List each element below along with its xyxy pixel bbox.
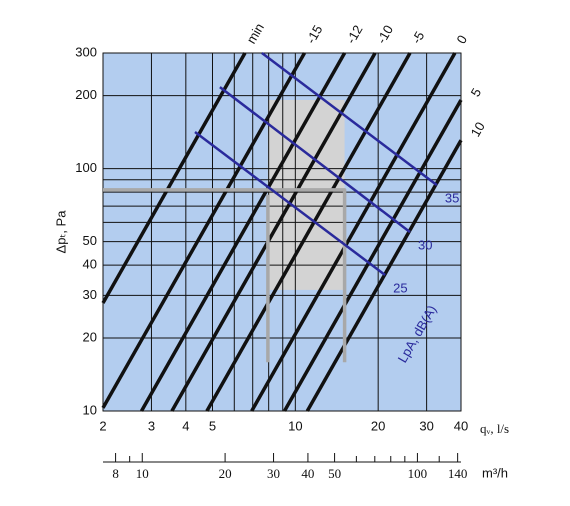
x2-tick-label: 50 <box>328 466 341 481</box>
series-label: -10 <box>374 22 396 46</box>
y-tick-label: 100 <box>75 160 97 175</box>
x-tick-label: 4 <box>182 418 189 433</box>
series-label: 25 <box>393 280 407 295</box>
y-tick-label: 10 <box>83 402 97 417</box>
series-line <box>103 188 347 363</box>
x2-tick-label: 30 <box>267 466 280 481</box>
series-line <box>261 52 438 187</box>
x-tick-label: 20 <box>371 418 385 433</box>
y-tick-label: 20 <box>83 329 97 344</box>
series-line <box>101 52 247 304</box>
series-label: 35 <box>445 191 459 206</box>
x2-tick-label: 20 <box>219 466 232 481</box>
y-axis-label: Δpₜ, Pa <box>53 210 68 254</box>
x-axis-label: qᵥ, l/s <box>480 421 509 436</box>
series-line <box>101 52 307 409</box>
x-tick-label: 2 <box>99 418 106 433</box>
series-line <box>282 99 463 412</box>
series-line <box>219 86 411 234</box>
series-label: -15 <box>303 22 325 46</box>
series-label: -5 <box>409 29 428 47</box>
x-tick-label: 40 <box>454 418 468 433</box>
series-label: 30 <box>418 238 432 253</box>
x2-tick-label: 100 <box>408 466 428 481</box>
y-tick-label: 30 <box>83 287 97 302</box>
y-tick-label: 200 <box>75 87 97 102</box>
series-label: 5 <box>468 85 485 99</box>
series-line <box>250 52 457 412</box>
x2-axis-label: m³/h <box>482 465 508 480</box>
x-tick-label: 10 <box>288 418 302 433</box>
x2-tick-label: 10 <box>136 466 149 481</box>
x2-tick-label: 40 <box>301 466 314 481</box>
series-label: 10 <box>468 119 488 139</box>
x2-tick-label: 140 <box>448 466 468 481</box>
y-tick-label: 300 <box>75 44 97 59</box>
x-tick-label: 5 <box>209 418 216 433</box>
x-tick-label: 3 <box>148 418 155 433</box>
y-tick-label: 50 <box>83 233 97 248</box>
series-label: 0 <box>453 32 470 46</box>
series-line <box>139 52 347 412</box>
y-tick-label: 40 <box>83 257 97 272</box>
x-tick-label: 30 <box>419 418 433 433</box>
series-label: min <box>244 21 267 47</box>
x2-tick-label: 8 <box>112 466 119 481</box>
series-label: -12 <box>343 22 365 46</box>
series-line <box>205 52 412 412</box>
series-line <box>194 131 386 276</box>
